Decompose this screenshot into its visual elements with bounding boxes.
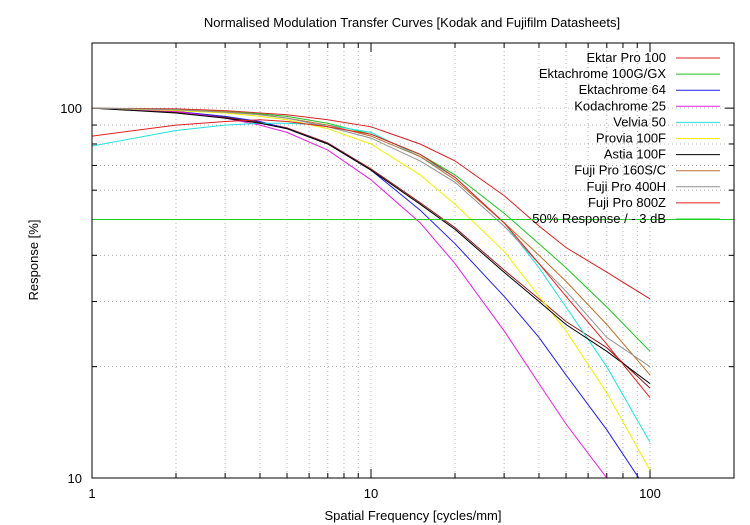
y-axis-label: Response [%] <box>26 220 41 301</box>
series-line-astia-100f-alt <box>92 107 651 389</box>
series-line-ektachrome-64 <box>92 107 640 478</box>
x-axis-label: Spatial Frequency [cycles/mm] <box>324 508 501 523</box>
legend-label: Fuji Pro 400H <box>587 179 666 194</box>
series-line-astia-100f <box>92 107 651 385</box>
x-tick-label: 100 <box>639 486 661 501</box>
series-line-fuji-pro-160s-c <box>92 107 651 376</box>
x-tick-label: 1 <box>88 486 95 501</box>
legend-label: Ektachrome 100G/GX <box>539 66 666 81</box>
legend-label: Astia 100F <box>604 147 666 162</box>
legend-label: Provia 100F <box>596 131 666 146</box>
series-line-provia-100f <box>92 107 651 471</box>
legend-label: Velvia 50 <box>613 114 666 129</box>
series-line-ektar-pro-100 <box>92 107 651 300</box>
legend-label: Fuji Pro 160S/C <box>574 163 666 178</box>
series-line-fuji-pro-800z <box>92 119 651 398</box>
legend-label: Kodachrome 25 <box>574 98 666 113</box>
legend-label: Ektar Pro 100 <box>587 50 667 65</box>
axis-ticks: 1 10 100 10 100 <box>60 43 735 501</box>
legend-label: 50% Response / - 3 dB <box>532 211 666 226</box>
legend-label: Fuji Pro 800Z <box>588 195 666 210</box>
y-tick-label: 100 <box>60 101 82 116</box>
x-tick-label: 10 <box>364 486 378 501</box>
plot-frame <box>91 42 735 479</box>
legend-label: Ektachrome 64 <box>579 82 666 97</box>
series-lines <box>92 107 734 478</box>
series-line-fuji-pro-400h <box>92 107 651 368</box>
y-tick-label: 10 <box>68 471 82 486</box>
chart-title: Normalised Modulation Transfer Curves [K… <box>204 15 620 30</box>
